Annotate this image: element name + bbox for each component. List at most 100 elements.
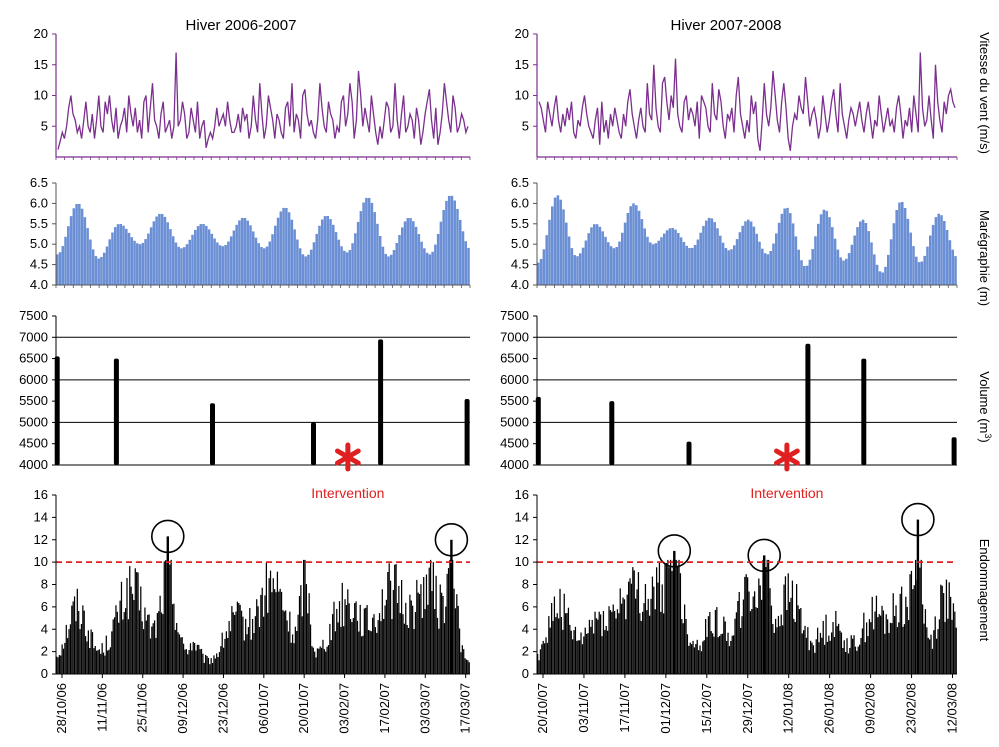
damage-bar	[853, 635, 855, 674]
damage-bar	[574, 626, 577, 674]
tide-bar	[867, 231, 870, 285]
damage-bar	[560, 617, 563, 674]
tide-bar	[395, 243, 399, 285]
damage-x-tick-label: 06/01/07	[256, 683, 271, 734]
tide-bar	[870, 242, 873, 285]
volume-ytick-label: 6000	[500, 372, 529, 387]
damage-bar	[616, 609, 619, 674]
tide-bar	[579, 253, 582, 285]
tide-bar	[777, 222, 781, 285]
damage-bar	[671, 571, 673, 674]
damage-bar	[619, 588, 621, 674]
tide-bar	[604, 236, 607, 285]
damage-bar	[768, 559, 770, 674]
tide-bar	[464, 241, 468, 285]
damage-ytick-label: 2	[41, 644, 48, 659]
damage-bar	[243, 640, 245, 674]
damage-bar	[96, 650, 98, 674]
damage-bar	[933, 630, 935, 674]
damage-bar	[336, 608, 338, 674]
damage-bar	[867, 636, 869, 674]
tide-bar	[912, 246, 915, 285]
damage-bar	[458, 628, 461, 674]
damage-bar	[258, 627, 261, 674]
damage-bar	[260, 594, 262, 674]
damage-bar	[138, 610, 141, 674]
tide-ytick-label: 5.5	[30, 216, 48, 231]
damage-bar	[245, 618, 247, 674]
damage-bar	[188, 650, 190, 674]
tide-bar	[329, 219, 332, 285]
tide-bar	[693, 245, 697, 285]
tide-bar	[315, 233, 318, 285]
damage-bar	[278, 591, 280, 674]
damage-bar	[937, 629, 939, 674]
damage-bar	[850, 635, 852, 674]
tide-bar	[191, 234, 194, 285]
damage-bar	[665, 562, 668, 674]
tide-bar	[758, 241, 761, 285]
damage-bar	[263, 616, 265, 674]
tide-bar	[218, 245, 222, 285]
damage-bar	[464, 658, 466, 674]
damage-bar	[468, 662, 470, 674]
tide-bar	[691, 247, 694, 285]
tide-bar	[842, 260, 845, 285]
damage-x-tick-label: 12/01/08	[781, 683, 796, 734]
damage-bar	[895, 605, 897, 674]
volume-panel-2007-2008: 4000 4500 5000 5500 6000 6500 7000 7500 Interven…	[500, 308, 957, 501]
damage-bar	[749, 611, 752, 674]
damage-bar	[391, 619, 393, 674]
tide-bar	[221, 246, 225, 285]
damage-ytick-label: 12	[34, 532, 48, 547]
damage-bar	[130, 586, 132, 674]
tide-bar	[819, 214, 823, 285]
damage-bar	[140, 586, 142, 674]
tide-bar	[318, 225, 321, 285]
tide-bar	[174, 242, 178, 285]
tide-bar	[398, 235, 401, 285]
damage-peak-circle	[434, 522, 469, 557]
tide-bar	[202, 224, 205, 285]
damage-bar	[232, 612, 234, 674]
damage-bar	[439, 584, 441, 674]
damage-bar	[401, 580, 403, 674]
damage-bar	[76, 588, 78, 674]
damage-bar	[413, 629, 415, 674]
damage-bar	[432, 562, 434, 674]
damage-bar	[636, 589, 638, 674]
damage-bar	[931, 648, 934, 674]
damage-bar	[622, 597, 624, 674]
tide-bar	[906, 218, 910, 285]
damage-bar	[191, 650, 193, 674]
damage-bar	[551, 603, 553, 674]
damage-bar	[594, 611, 596, 674]
damage-bar	[396, 603, 399, 674]
damage-bar	[158, 611, 160, 674]
damage-bar	[271, 592, 273, 674]
tide-bar	[889, 239, 893, 285]
damage-bar	[264, 595, 266, 674]
damage-bar	[814, 652, 816, 674]
tide-bar	[83, 217, 87, 285]
damage-bar	[941, 585, 943, 674]
damage-bar	[678, 559, 680, 674]
damage-bar	[623, 599, 626, 674]
damage-bar	[326, 646, 328, 674]
volume-bar	[861, 358, 867, 465]
tide-bar	[903, 208, 907, 285]
volume-ytick-label: 6000	[19, 372, 48, 387]
tide-bar	[274, 225, 277, 285]
damage-bar	[573, 630, 575, 674]
tide-bar	[229, 236, 233, 285]
damage-bar	[943, 593, 945, 674]
damage-bar	[838, 623, 840, 674]
damage-bar	[395, 564, 397, 674]
damage-bar	[608, 606, 610, 674]
damage-bar	[635, 598, 637, 674]
damage-bar	[58, 655, 60, 674]
damage-bar	[713, 636, 715, 674]
tide-bar	[414, 226, 418, 285]
tide-bar	[378, 236, 382, 285]
damage-bar	[323, 649, 325, 674]
